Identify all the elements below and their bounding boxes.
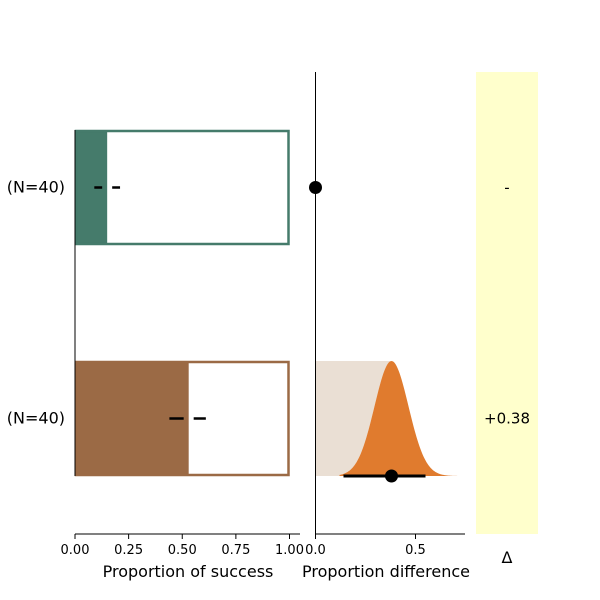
x-axis-label: Proportion difference — [302, 562, 470, 581]
x-axis-label: Proportion of success — [103, 562, 274, 581]
x-tick-label: 0.00 — [61, 543, 90, 558]
x-tick-label: 0.0 — [305, 543, 326, 558]
delta-value: +0.38 — [484, 410, 530, 428]
bar-fill — [75, 130, 108, 245]
row-label: (N=40) — [7, 178, 65, 197]
x-tick-label: 0.50 — [168, 543, 197, 558]
bootstrap-distribution — [339, 361, 460, 476]
x-tick-label: 1.00 — [275, 543, 304, 558]
delta-value: - — [504, 179, 509, 197]
row-label: (N=40) — [7, 409, 65, 428]
x-tick-label: 0.75 — [221, 543, 250, 558]
bar-outline — [74, 360, 290, 477]
delta-column-label: Δ — [502, 548, 513, 567]
delta-column-background — [476, 72, 538, 534]
proportion-of-success-panel: 0.00 0.25 0.50 0.75 1.00 (N=40) (N=40) Propo… — [7, 129, 304, 581]
proportion-difference-panel: 0.0 0.5 Proportion difference — [302, 72, 470, 581]
delta-panel: - +0.38 Δ — [476, 72, 538, 567]
distribution-shade — [315, 361, 392, 476]
effect-size-point — [385, 469, 398, 483]
bar-outline — [74, 129, 290, 246]
x-tick-label: 0.25 — [114, 543, 143, 558]
x-tick-label: 0.5 — [405, 543, 426, 558]
